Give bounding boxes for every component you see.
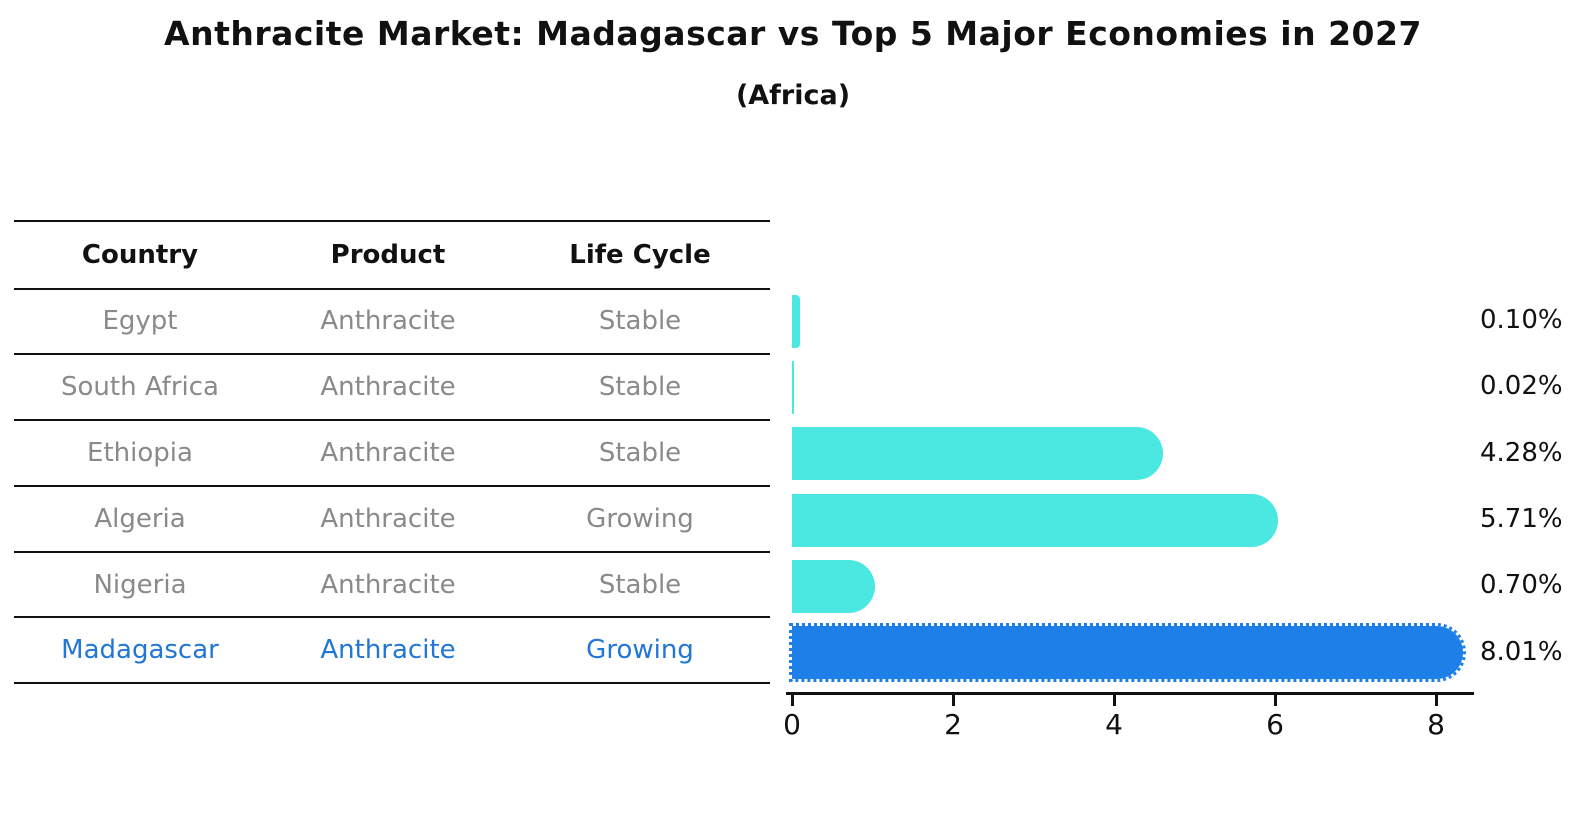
x-axis-tick-label: 4 (1105, 708, 1123, 741)
table-cell-product: Anthracite (320, 503, 456, 534)
table-cell-product: Anthracite (320, 306, 456, 337)
x-axis-tick-label: 2 (944, 708, 962, 741)
chart-subtitle: (Africa) (735, 80, 851, 111)
value-label-algeria: 5.71% (1480, 504, 1563, 535)
bar-nigeria (792, 559, 875, 613)
table-cell-product: Anthracite (320, 437, 456, 468)
x-axis-tick-label: 8 (1427, 708, 1445, 741)
table-cell-country: Egypt (102, 306, 178, 337)
x-axis-tick-label: 6 (1266, 708, 1284, 741)
table-cell-lifecycle: Stable (598, 437, 682, 468)
table-header-cell-country: Country (81, 239, 199, 270)
value-label-south-africa: 0.02% (1480, 371, 1563, 402)
table-cell-country: Ethiopia (87, 437, 193, 468)
table-row-nigeria: Nigeria Anthracite Stable (14, 553, 770, 619)
value-label-egypt: 0.10% (1480, 305, 1563, 336)
x-axis-tick (1112, 695, 1116, 706)
x-axis-tick (1434, 695, 1438, 706)
table-header-cell-product: Product (330, 239, 446, 270)
table-cell-lifecycle: Growing (586, 503, 694, 534)
table-cell-lifecycle: Growing (586, 635, 694, 666)
table-cell-lifecycle: Stable (598, 306, 682, 337)
table-row-ethiopia: Ethiopia Anthracite Stable (14, 421, 770, 487)
country-table: Country Product Life Cycle Egypt Anthracite… (14, 220, 770, 685)
chart-title: Anthracite Market: Madagascar vs Top 5 M… (164, 14, 1422, 53)
table-cell-country: Algeria (94, 503, 186, 534)
table-cell-country: South Africa (61, 372, 219, 403)
bar-ethiopia (792, 427, 1164, 481)
table-cell-country: Nigeria (93, 569, 187, 600)
table-cell-product: Anthracite (320, 635, 456, 666)
table-cell-lifecycle: Stable (598, 372, 682, 403)
table-cell-country: Madagascar (61, 635, 219, 666)
bar-south-africa (792, 360, 794, 414)
table-row-south-africa: South Africa Anthracite Stable (14, 355, 770, 422)
x-axis-tick (790, 695, 794, 706)
value-label-nigeria: 0.70% (1480, 570, 1563, 601)
bar-algeria (792, 493, 1279, 547)
value-label-ethiopia: 4.28% (1480, 437, 1563, 468)
table-row-madagascar: Madagascar Anthracite Growing (14, 618, 770, 685)
x-axis-tick (1273, 695, 1277, 706)
table-cell-product: Anthracite (320, 569, 456, 600)
table-header-cell-life-cycle: Life Cycle (569, 239, 711, 270)
table-cell-product: Anthracite (320, 372, 456, 403)
table-row-algeria: Algeria Anthracite Growing (14, 487, 770, 553)
bar-madagascar (788, 623, 1467, 683)
x-axis-tick (951, 695, 955, 706)
x-axis-tick-label: 0 (783, 708, 801, 741)
table-row-egypt: Egypt Anthracite Stable (14, 290, 770, 356)
table-cell-lifecycle: Stable (598, 569, 682, 600)
value-label-madagascar: 8.01% (1480, 636, 1563, 667)
bar-egypt (792, 294, 801, 348)
table-header-row: Country Product Life Cycle (14, 222, 770, 290)
x-axis-line (786, 692, 1474, 695)
